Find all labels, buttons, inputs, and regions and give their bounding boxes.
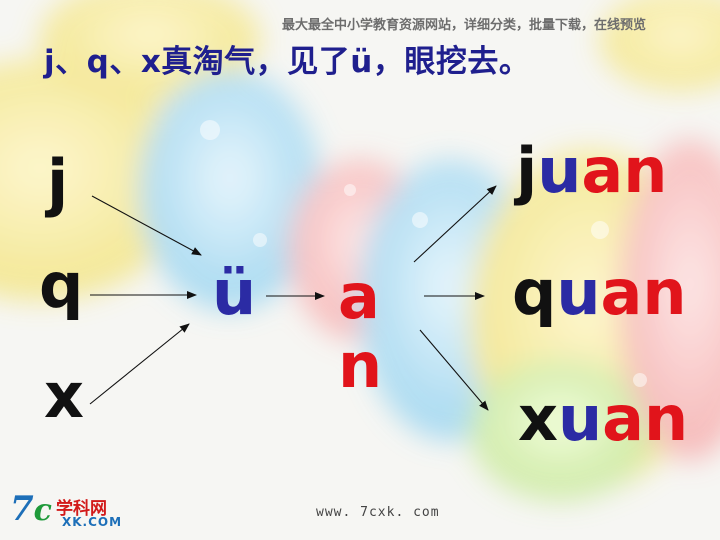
result-an: an [600,256,687,329]
arrow-x-to-u [89,323,190,405]
initial-q: q [39,249,84,322]
logo-mark-c: c [33,493,52,528]
logo-name-en: XK.COM [62,515,123,529]
result-an: an [581,134,668,207]
arrow-to-juan [413,185,497,263]
site-logo: 7c 学科网 XK.COM [10,490,140,532]
arrow-to-xuan [419,329,489,411]
initial-x: x [44,359,84,432]
result-initial: j [516,134,538,207]
page-title: j、q、x真淘气，见了ü，眼挖去。 [44,44,531,80]
final-a: a [338,260,380,333]
result-quan: quan [512,262,687,324]
result-u: u [556,256,601,329]
initial-j: j [47,146,69,219]
arrow-j-to-u [91,195,202,256]
logo-mark: 7c [10,492,52,526]
result-xuan: xuan [518,388,688,450]
result-u: u [558,382,603,455]
logo-name-cn: 学科网 [56,499,107,519]
result-u: u [537,134,582,207]
result-initial: x [518,382,558,455]
result-juan: juan [516,140,667,202]
final-n: n [338,329,383,402]
watermark-text: 最大最全中小学教育资源网站，详细分类，批量下载，在线预览 [282,18,647,33]
result-initial: q [512,256,557,329]
u-umlaut: ü [212,256,257,329]
logo-mark-7: 7 [10,489,34,529]
result-an: an [602,382,689,455]
footer-url: www. 7cxk. com [316,505,440,520]
